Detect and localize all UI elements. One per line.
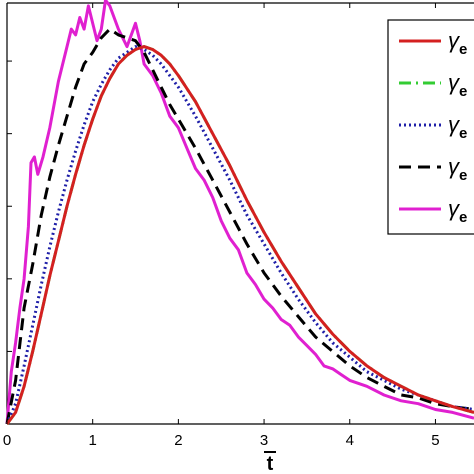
x-tick-label: 1 xyxy=(89,432,97,449)
plot-frame xyxy=(6,2,474,425)
x-tick-label: 3 xyxy=(260,432,268,449)
x-tick-label: 5 xyxy=(431,432,439,449)
series-lines xyxy=(5,0,474,425)
x-axis-ticks: 0 1 2 3 4 5 xyxy=(3,3,440,449)
series-line-5 xyxy=(5,0,474,425)
x-tick-label: 2 xyxy=(174,432,182,449)
x-tick-label: 0 xyxy=(3,432,11,449)
x-tick-label: 4 xyxy=(346,432,354,449)
series-line-3 xyxy=(5,45,474,425)
series-line-4 xyxy=(5,27,474,425)
legend-box xyxy=(387,19,474,235)
x-axis-label: t xyxy=(267,453,274,474)
series-line-1 xyxy=(5,45,474,425)
